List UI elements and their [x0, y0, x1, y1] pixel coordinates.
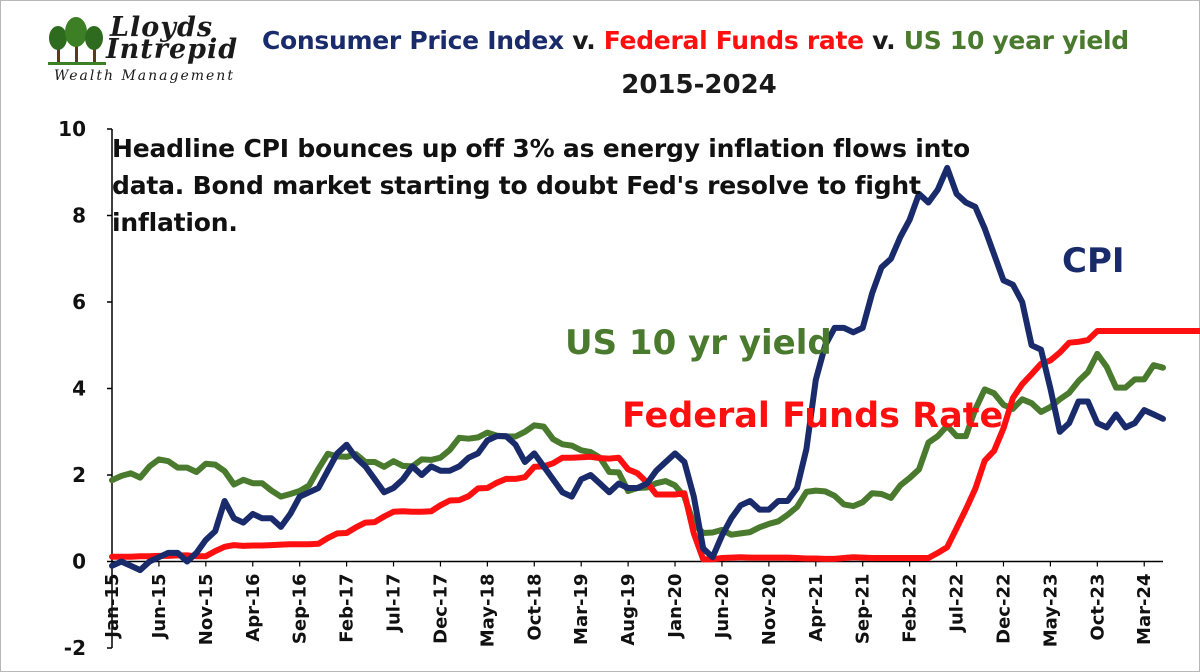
- logo-text-wealth-management: Wealth Management: [54, 68, 235, 84]
- x-tick-label: Sep-21: [853, 574, 874, 645]
- logo-text-lloyds: Lloyds: [110, 12, 214, 43]
- chart-title: Consumer Price Index v. Federal Funds ra…: [262, 26, 1129, 55]
- trees-icon: [48, 17, 106, 65]
- x-tick-label: Jun-15: [149, 574, 170, 641]
- logo-text-intrepid: Intrepid: [106, 34, 239, 65]
- x-tick-label: Dec-17: [430, 574, 451, 644]
- y-tick-label: 4: [72, 377, 86, 401]
- y-tick-label: 6: [72, 290, 86, 314]
- x-tick-label: Nov-15: [196, 574, 217, 646]
- x-tick-label: Jan-15: [102, 574, 123, 640]
- y-tick-label: 0: [72, 550, 86, 574]
- x-tick-label: Dec-22: [993, 574, 1014, 644]
- title-separator: v.: [563, 26, 604, 55]
- x-tick-label: Jul-17: [384, 574, 405, 634]
- x-tick-label: Jun-20: [712, 574, 733, 641]
- chart-annotation: Headline CPI bounces up off 3% as energy…: [112, 134, 970, 237]
- series-line-yield: [109, 350, 1166, 538]
- x-tick-label: Jul-22: [947, 574, 968, 634]
- x-tick-label: Feb-17: [337, 574, 358, 643]
- x-tick-label: Nov-20: [759, 574, 780, 646]
- x-tick-label: Aug-19: [618, 574, 639, 646]
- series-label-fed: Federal Funds Rate: [622, 396, 1003, 436]
- chart-subtitle: 2015-2024: [621, 70, 777, 100]
- x-tick-label: May-18: [477, 574, 498, 648]
- x-tick-label: Mar-24: [1134, 574, 1155, 645]
- x-tick-label: Oct-23: [1087, 574, 1108, 641]
- title-separator: v.: [863, 26, 904, 55]
- x-tick-label: Jan-20: [665, 574, 686, 640]
- y-tick-label: 10: [58, 117, 86, 141]
- x-tick-label: May-23: [1040, 574, 1061, 648]
- x-tick-label: Sep-16: [290, 574, 311, 645]
- series-label-cpi: CPI: [1062, 241, 1125, 281]
- title-cpi: Consumer Price Index: [262, 26, 564, 55]
- series-line-cpi: [109, 164, 1166, 574]
- x-tick-label: Apr-16: [243, 574, 264, 642]
- title-fed-funds: Federal Funds rate: [603, 26, 864, 55]
- x-tick-label: Apr-21: [806, 574, 827, 642]
- y-tick-label: 2: [72, 463, 86, 487]
- title-yield: US 10 year yield: [903, 26, 1129, 55]
- series-label-yield: US 10 yr yield: [565, 323, 832, 363]
- logo: Lloyds Intrepid Wealth Management: [48, 14, 263, 86]
- x-tick-label: Mar-19: [571, 574, 592, 645]
- y-tick-label: 8: [72, 204, 86, 228]
- series-line-fed: [109, 328, 1200, 563]
- x-tick-label: Oct-18: [524, 574, 545, 641]
- y-tick-label: -2: [64, 636, 86, 660]
- x-tick-label: Feb-22: [900, 574, 921, 643]
